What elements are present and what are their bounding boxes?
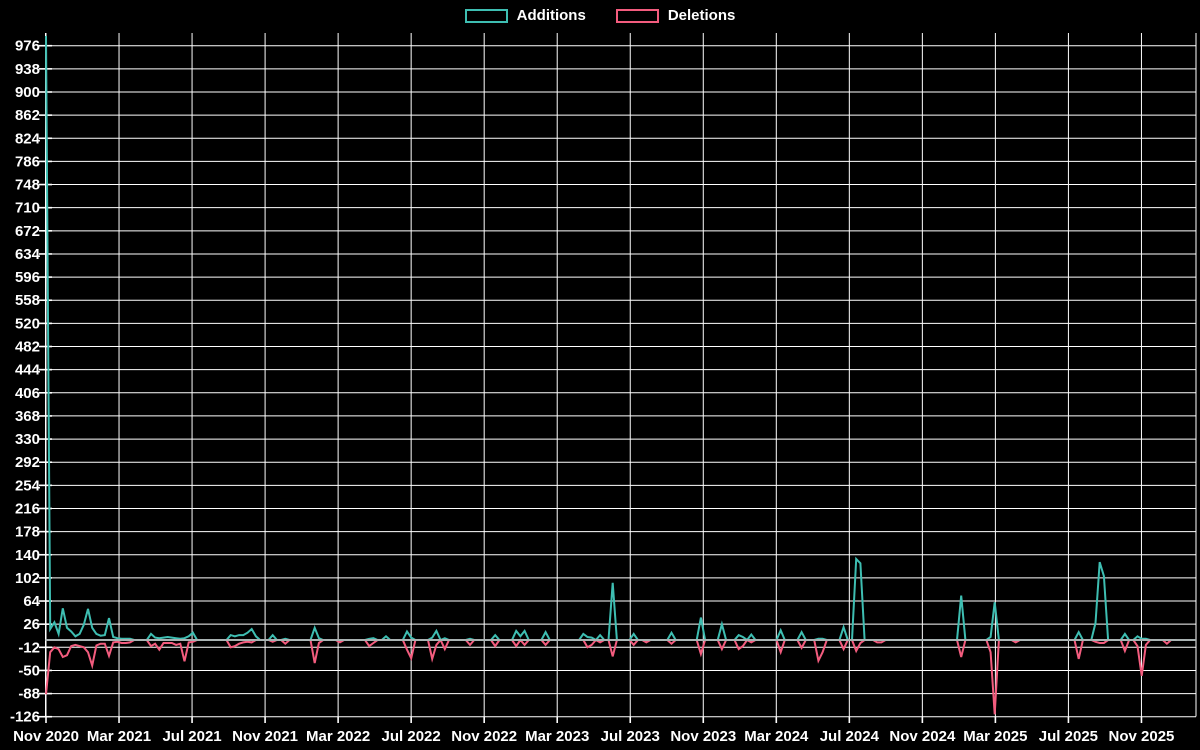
x-tick-label: Nov 2024 bbox=[889, 728, 956, 745]
y-tick-label: 26 bbox=[23, 616, 40, 633]
y-tick-label: -126 bbox=[10, 709, 40, 726]
y-tick-label: 254 bbox=[15, 477, 41, 494]
y-tick-label: 292 bbox=[15, 454, 40, 471]
y-tick-label: 596 bbox=[15, 269, 40, 286]
y-tick-label: 748 bbox=[15, 177, 40, 194]
y-tick-label: 368 bbox=[15, 408, 40, 425]
x-tick-label: Jul 2025 bbox=[1039, 728, 1098, 745]
additions-series-line bbox=[45, 35, 1193, 642]
y-tick-label: 520 bbox=[15, 315, 40, 332]
x-tick-label: Mar 2024 bbox=[744, 728, 809, 745]
y-tick-label: 406 bbox=[15, 385, 40, 402]
x-tick-label: Mar 2025 bbox=[963, 728, 1027, 745]
x-tick-label: Jul 2022 bbox=[382, 728, 441, 745]
x-tick-label: Mar 2023 bbox=[525, 728, 589, 745]
y-tick-label: 824 bbox=[15, 130, 41, 147]
x-tick-label: Jul 2023 bbox=[601, 728, 660, 745]
y-tick-label: 178 bbox=[15, 524, 40, 541]
y-tick-label: 862 bbox=[15, 107, 40, 124]
y-axis-labels: 976 938 900 862 824 786 748 710 672 634 596 558 520 4… bbox=[10, 38, 41, 726]
x-tick-label: Jul 2021 bbox=[162, 728, 221, 745]
y-tick-label: 444 bbox=[15, 362, 41, 379]
deletions-series-line bbox=[45, 638, 1193, 715]
y-tick-label: 786 bbox=[15, 153, 40, 170]
y-tick-label: -88 bbox=[18, 686, 40, 703]
y-tick-label: 216 bbox=[15, 500, 40, 517]
y-tick-label: 938 bbox=[15, 61, 40, 78]
gridlines bbox=[45, 33, 1197, 718]
y-tick-label: 558 bbox=[15, 292, 40, 309]
y-tick-label: 672 bbox=[15, 223, 40, 240]
deletions-legend-label: Deletions bbox=[667, 7, 736, 24]
x-tick-label: Nov 2021 bbox=[232, 728, 298, 745]
x-tick-label: Nov 2022 bbox=[451, 728, 517, 745]
x-tick-label: Nov 2020 bbox=[13, 728, 79, 745]
y-tick-label: 64 bbox=[23, 593, 40, 610]
x-tick-label: Mar 2022 bbox=[306, 728, 370, 745]
y-tick-label: 330 bbox=[15, 431, 40, 448]
y-tick-label: 140 bbox=[15, 547, 40, 564]
x-axis-labels: Nov 2020 Mar 2021 Jul 2021 Nov 2021 Mar 2022… bbox=[13, 728, 1174, 745]
y-tick-label: 102 bbox=[15, 570, 40, 587]
additions-legend-label: Additions bbox=[516, 7, 586, 24]
x-tick-label: Jul 2024 bbox=[820, 728, 880, 745]
chart-legend: Additions Deletions bbox=[0, 8, 1200, 24]
x-tick-label: Mar 2021 bbox=[87, 728, 151, 745]
additions-swatch-icon bbox=[464, 9, 508, 23]
y-tick-label: 976 bbox=[15, 38, 40, 55]
y-tick-label: 634 bbox=[15, 246, 41, 263]
y-tick-label: -50 bbox=[18, 662, 40, 679]
x-tick-label: Nov 2025 bbox=[1109, 728, 1175, 745]
legend-item-additions[interactable]: Additions bbox=[464, 7, 586, 24]
x-tick-label: Nov 2023 bbox=[670, 728, 736, 745]
y-tick-label: 482 bbox=[15, 339, 40, 356]
y-tick-label: 710 bbox=[15, 200, 40, 217]
y-tick-label: 900 bbox=[15, 84, 40, 101]
y-tick-label: -12 bbox=[18, 639, 40, 656]
deletions-swatch-icon bbox=[615, 9, 659, 23]
tick-marks bbox=[39, 44, 1143, 723]
legend-item-deletions[interactable]: Deletions bbox=[615, 7, 736, 24]
